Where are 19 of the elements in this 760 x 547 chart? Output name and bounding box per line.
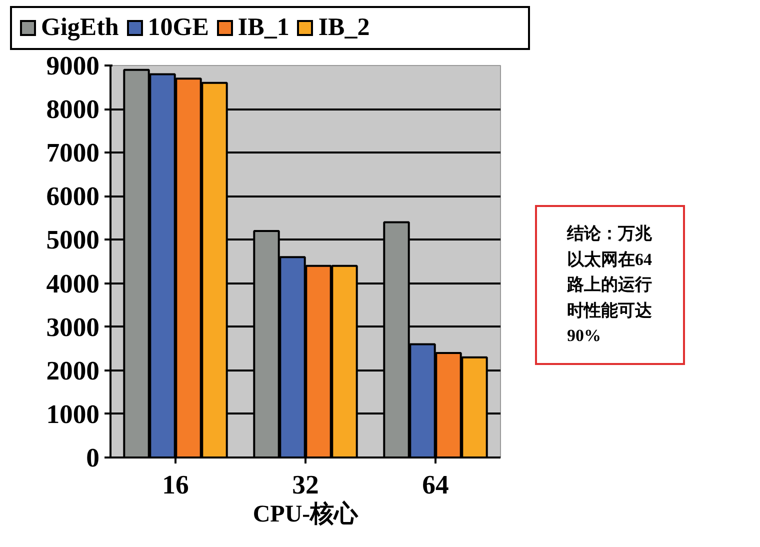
- text: 结论：万兆以太网在64路上的运行时性能可达90%: [567, 223, 653, 347]
- y-tick-label: 2000: [46, 355, 100, 386]
- y-tick-label: 9000: [46, 50, 100, 80]
- legend-label: IB_1: [238, 14, 290, 41]
- x-tick-label: 16: [162, 470, 189, 500]
- y-tick-label: 1000: [46, 398, 100, 429]
- legend-label: 10GE: [148, 14, 209, 41]
- legend-label: IB_2: [318, 14, 370, 41]
- y-tick-label: 5000: [46, 224, 100, 255]
- x-tick-label: 64: [422, 470, 449, 500]
- y-tick-label: 3000: [46, 312, 100, 342]
- x-tick-label: 32: [292, 470, 319, 500]
- y-tick-label: 7000: [46, 138, 100, 168]
- legend-label: GigEth: [41, 14, 119, 41]
- x-axis-title: CPU-核心: [252, 500, 360, 528]
- y-tick-label: 4000: [46, 268, 100, 298]
- y-tick-label: 0: [86, 442, 100, 472]
- y-tick-label: 6000: [46, 181, 100, 212]
- y-tick-label: 8000: [46, 94, 100, 124]
